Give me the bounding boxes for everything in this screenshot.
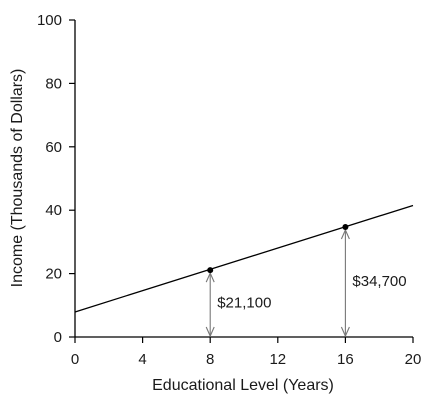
x-tick-label: 12	[269, 351, 286, 368]
x-tick-label: 4	[138, 351, 146, 368]
annotation-label: $21,100	[217, 295, 271, 312]
y-tick-label: 20	[45, 266, 62, 283]
income-line	[74, 204, 414, 313]
y-tick-label: 80	[45, 75, 62, 92]
y-axis-label: Income (Thousands of Dollars)	[9, 69, 26, 288]
data-point	[207, 267, 214, 274]
y-tick-label: 40	[45, 202, 62, 219]
x-tick-label: 8	[206, 351, 214, 368]
arrow-head	[340, 326, 350, 338]
chart-marks: $21,100 $34,700	[74, 204, 414, 338]
arrow-head	[205, 326, 215, 338]
data-point	[342, 224, 349, 231]
annotation-label: $34,700	[352, 273, 406, 290]
x-axis-label: Educational Level (Years)	[152, 377, 334, 394]
y-tick-label: 100	[37, 12, 62, 29]
axes: 0 20 40 60 80 100 0 4 8 12 16 20	[37, 12, 421, 368]
x-tick-label: 16	[337, 351, 354, 368]
y-tick-label: 0	[54, 329, 62, 346]
x-tick-label: 20	[405, 351, 422, 368]
y-tick-label: 60	[45, 139, 62, 156]
x-tick-label: 0	[71, 351, 79, 368]
